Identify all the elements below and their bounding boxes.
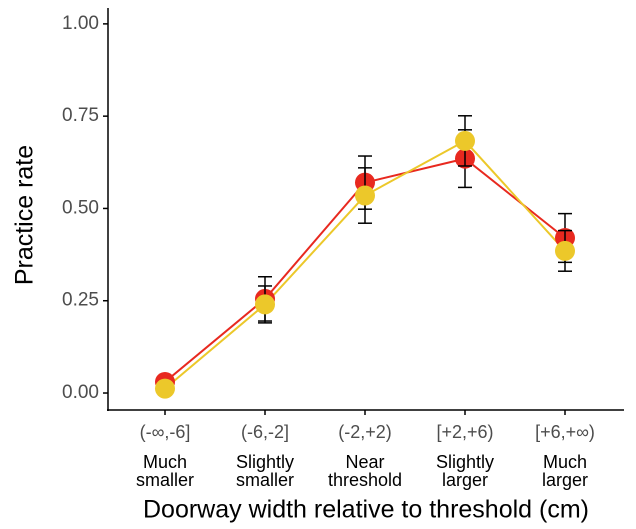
point [155,378,175,399]
x-tick-description: Near [345,452,384,472]
point [555,240,575,261]
y-tick-label: 0.50 [62,197,99,218]
x-tick-description: Much [143,452,187,472]
x-tick-label: [+2,+6) [436,422,493,442]
x-tick-description: Slightly [236,452,294,472]
x-tick-label: (-∞,-6] [140,422,191,442]
y-tick-label: 0.00 [62,382,99,403]
x-tick-description: smaller [236,470,294,490]
x-tick-description: larger [442,470,488,490]
y-tick-label: 0.25 [62,290,99,311]
point [255,294,275,315]
x-tick-label: [+6,+∞) [535,422,595,442]
y-tick-label: 1.00 [62,13,99,34]
point [455,130,475,151]
y-axis-label: Practice rate [11,145,39,285]
x-axis-label: Doorway width relative to threshold (cm) [143,496,589,524]
x-tick-description: Slightly [436,452,494,472]
x-tick-description: threshold [328,470,402,490]
x-tick-description: smaller [136,470,194,490]
x-tick-label: (-6,-2] [241,422,289,442]
y-tick-label: 0.75 [62,105,99,126]
x-tick-description: Much [543,452,587,472]
x-tick-label: (-2,+2) [338,422,392,442]
point [355,185,375,206]
x-tick-description: larger [542,470,588,490]
